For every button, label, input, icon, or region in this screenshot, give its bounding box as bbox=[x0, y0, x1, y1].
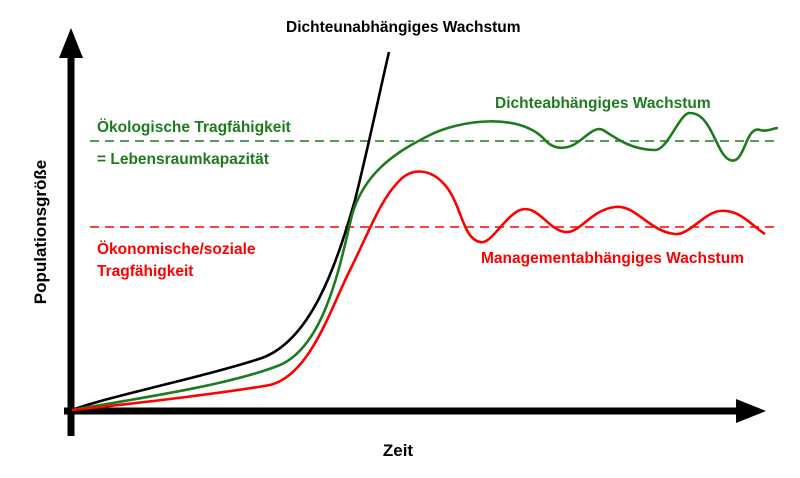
management-growth-curve bbox=[71, 170, 766, 412]
economic-capacity-label-line1: Ökonomische/soziale bbox=[97, 241, 256, 258]
density-independent-label: Dichteunabhängiges Wachstum bbox=[286, 19, 521, 36]
ecological-capacity-label-line2: = Lebensraumkapazität bbox=[97, 151, 269, 168]
ecological-capacity-label-line1: Ökologische Tragfähigkeit bbox=[97, 119, 291, 136]
x-axis-label: Zeit bbox=[383, 441, 414, 460]
x-axis-arrowhead bbox=[736, 399, 766, 423]
y-axis-label: Populationsgröße bbox=[31, 160, 50, 305]
management-growth-label: Managementabhängiges Wachstum bbox=[481, 250, 744, 267]
economic-capacity-label-line2: Tragfähigkeit bbox=[97, 263, 193, 280]
y-axis-arrowhead bbox=[59, 28, 83, 58]
density-dependent-curve bbox=[71, 111, 779, 412]
density-independent-curve bbox=[71, 51, 391, 412]
density-dependent-label: Dichteabhängiges Wachstum bbox=[495, 95, 711, 112]
